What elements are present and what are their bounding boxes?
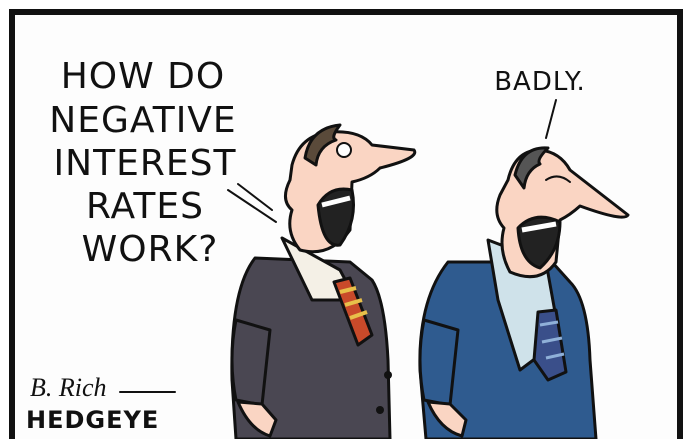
page: HOW DO NEGATIVE INTEREST RATES WORK? BAD… bbox=[0, 0, 691, 439]
speech-line: BADLY. bbox=[494, 67, 586, 97]
cartoon: HOW DO NEGATIVE INTEREST RATES WORK? BAD… bbox=[0, 0, 691, 439]
speech-line: RATES bbox=[86, 186, 204, 227]
speech-line: INTEREST bbox=[54, 143, 237, 184]
speech-line: NEGATIVE bbox=[49, 100, 236, 141]
signature: B. Rich bbox=[30, 373, 107, 402]
brand: HEDGEYE bbox=[26, 406, 159, 434]
speech-line: WORK? bbox=[82, 229, 219, 270]
speech-line: HOW DO bbox=[61, 56, 226, 97]
